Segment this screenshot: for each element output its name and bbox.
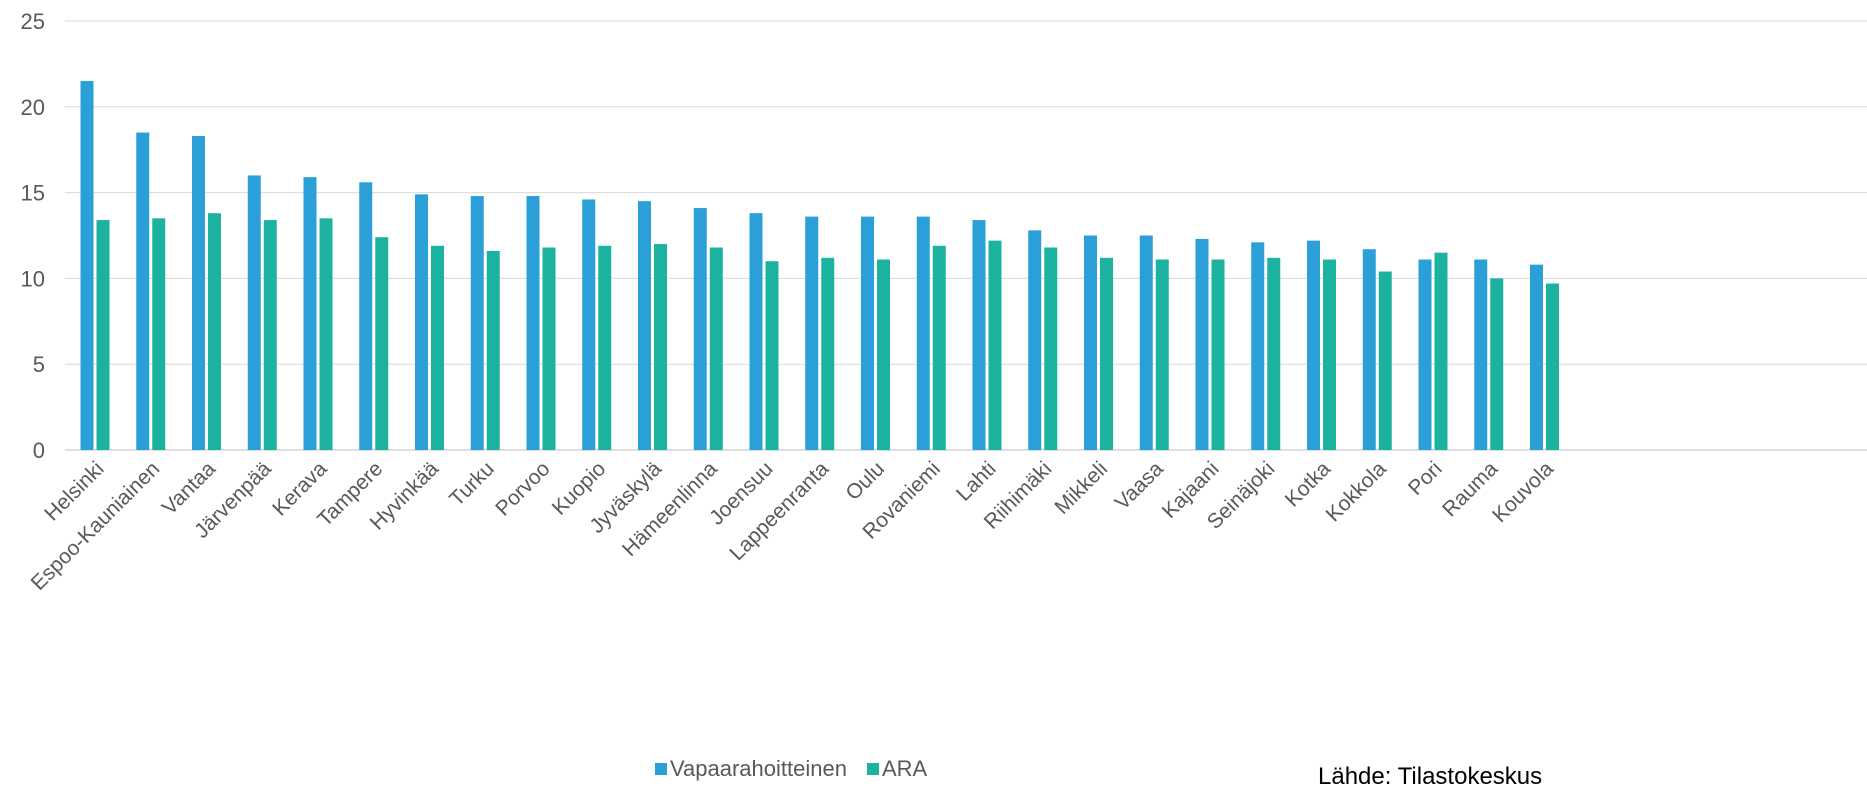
bar-vapaarahoitteinen [861, 216, 874, 450]
y-tick-label: 20 [21, 95, 45, 120]
bar-ara [1490, 278, 1504, 450]
bar-ara [821, 257, 835, 450]
legend: Vapaarahoitteinen ARA [655, 756, 927, 782]
legend-item-ara: ARA [866, 756, 928, 782]
bar-vapaarahoitteinen [972, 220, 986, 450]
bar-vapaarahoitteinen [1084, 235, 1097, 450]
bar-ara [1378, 271, 1392, 450]
bar-ara [1323, 259, 1336, 450]
x-category-label: Turku [445, 457, 499, 511]
x-category-label: Pori [1404, 457, 1447, 500]
bar-ara [152, 218, 166, 450]
bar-ara [1211, 259, 1225, 450]
bar-ara [1267, 257, 1281, 450]
x-category-label: Lappeenranta [725, 457, 833, 565]
x-category-label: Lahti [952, 457, 1000, 505]
bar-ara [765, 261, 779, 450]
bar-vapaarahoitteinen [247, 175, 261, 450]
bar-ara [486, 250, 500, 450]
bar-ara [877, 259, 890, 450]
bar-ara [1546, 283, 1559, 450]
bar-vapaarahoitteinen [1307, 240, 1320, 450]
source-note: Lähde: Tilastokeskus [1318, 763, 1543, 790]
bar-vapaarahoitteinen [693, 208, 707, 450]
x-category-label: Mikkeli [1050, 457, 1112, 519]
bar-vapaarahoitteinen [415, 194, 428, 450]
bar-vapaarahoitteinen [359, 182, 373, 450]
bar-ara [542, 247, 556, 450]
bar-vapaarahoitteinen [749, 213, 763, 450]
legend-label-ara: ARA [881, 756, 928, 781]
bar-ara [654, 244, 667, 450]
legend-label-vapaarahoitteinen: Vapaarahoitteinen [670, 756, 847, 781]
x-category-label: Porvoo [491, 457, 554, 520]
bar-ara [932, 245, 946, 450]
legend-item-vapaarahoitteinen: Vapaarahoitteinen [655, 756, 847, 782]
x-category-label: Kokkola [1322, 457, 1391, 526]
bar-vapaarahoitteinen [192, 135, 205, 451]
bar-vapaarahoitteinen [136, 132, 150, 451]
bar-ara [1100, 257, 1113, 450]
y-tick-label: 25 [21, 9, 45, 34]
bar-vapaarahoitteinen [1139, 235, 1153, 450]
bar-vapaarahoitteinen [470, 196, 484, 450]
x-category-label: Oulu [841, 457, 889, 505]
bar-vapaarahoitteinen [303, 177, 317, 450]
bar-ara [375, 237, 389, 450]
bar-ara [1044, 247, 1058, 450]
bar-vapaarahoitteinen [582, 199, 596, 450]
y-tick-label: 0 [33, 438, 45, 463]
y-tick-label: 10 [21, 266, 45, 291]
legend-swatch-vapaarahoitteinen [655, 763, 667, 775]
bar-ara [1155, 259, 1169, 450]
bar-vapaarahoitteinen [80, 81, 94, 450]
bar-vapaarahoitteinen [1195, 238, 1209, 450]
bar-ara [988, 240, 1002, 450]
x-category-label: Kouvola [1488, 457, 1558, 527]
bar-vapaarahoitteinen [526, 196, 540, 450]
bar-ara [263, 220, 277, 450]
bar-ara [96, 220, 110, 450]
bar-vapaarahoitteinen [1251, 242, 1265, 450]
bar-vapaarahoitteinen [1474, 259, 1488, 450]
bar-vapaarahoitteinen [916, 216, 930, 450]
y-tick-label: 15 [21, 181, 45, 206]
legend-swatch-ara [866, 763, 879, 775]
bar-ara [598, 245, 612, 450]
bar-ara [431, 245, 444, 450]
bar-vapaarahoitteinen [638, 201, 651, 450]
bar-ara [709, 247, 723, 450]
bar-vapaarahoitteinen [1028, 230, 1042, 450]
bar-vapaarahoitteinen [1530, 264, 1543, 450]
bar-ara [319, 218, 333, 450]
bar-vapaarahoitteinen [1362, 249, 1376, 450]
bar-vapaarahoitteinen [1418, 259, 1432, 450]
bar-vapaarahoitteinen [805, 216, 819, 450]
bar-ara [1434, 252, 1448, 450]
y-tick-label: 5 [33, 352, 45, 377]
bar-ara [208, 213, 221, 450]
